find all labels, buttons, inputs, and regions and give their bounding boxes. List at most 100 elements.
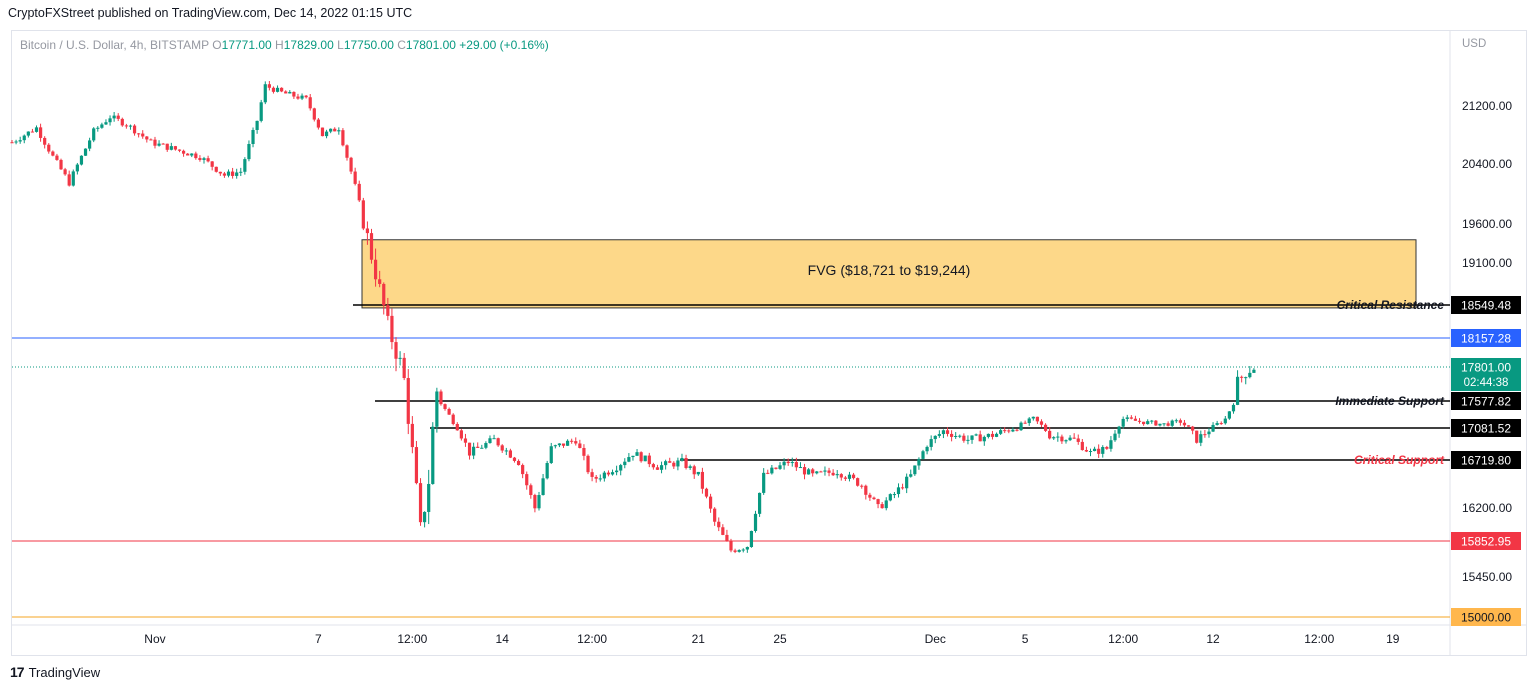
candle-body bbox=[802, 467, 807, 475]
candle-body bbox=[839, 474, 843, 478]
candle-body bbox=[137, 133, 141, 135]
candle-body bbox=[598, 478, 602, 480]
candle-body bbox=[639, 452, 643, 462]
candle-body bbox=[860, 485, 864, 487]
candle-body bbox=[1072, 437, 1076, 439]
candle-body bbox=[271, 87, 276, 92]
candle-body bbox=[905, 476, 909, 489]
candle-body bbox=[888, 494, 892, 501]
candle-body bbox=[651, 464, 655, 468]
candle-body bbox=[259, 102, 263, 121]
candle-body bbox=[386, 305, 390, 316]
candle-body bbox=[782, 461, 786, 466]
candle-body bbox=[492, 438, 496, 440]
candle-body bbox=[688, 466, 692, 468]
candle-body bbox=[202, 158, 206, 160]
candle-body bbox=[615, 470, 619, 473]
candle-body bbox=[435, 391, 439, 427]
candle-body bbox=[239, 171, 243, 173]
candle-body bbox=[71, 171, 75, 186]
candle-body bbox=[819, 471, 823, 473]
candle-body bbox=[851, 474, 856, 479]
candle-body bbox=[892, 494, 897, 496]
level-price-tag-level-17081 bbox=[1451, 419, 1521, 437]
candle-body bbox=[590, 472, 594, 477]
candle-body bbox=[619, 465, 623, 471]
candle-body bbox=[1101, 447, 1105, 454]
fvg-label: FVG ($18,721 to $19,244) bbox=[808, 262, 971, 278]
candle-body bbox=[410, 423, 414, 448]
x-tick-label: 7 bbox=[315, 632, 322, 646]
candle-body bbox=[1023, 422, 1027, 424]
level-price-tag-blue-line bbox=[1451, 329, 1521, 347]
x-tick-label: Nov bbox=[144, 632, 165, 646]
candle-body bbox=[194, 153, 198, 159]
current-price-text: 17801.00 bbox=[1461, 361, 1511, 375]
candle-body bbox=[1170, 420, 1174, 426]
symbol-label[interactable]: Bitcoin / U.S. Dollar, 4h, BITSTAMP bbox=[20, 38, 209, 52]
x-tick-label: 12 bbox=[1206, 632, 1220, 646]
candle-body bbox=[594, 476, 598, 479]
candle-body bbox=[1060, 436, 1064, 442]
candle-body bbox=[480, 447, 484, 449]
candle-body bbox=[1146, 421, 1150, 425]
candle-body bbox=[811, 469, 815, 474]
candle-body bbox=[83, 148, 88, 156]
candle-body bbox=[999, 430, 1003, 434]
y-tick-label: 15450.00 bbox=[1462, 570, 1512, 584]
candle-body bbox=[414, 447, 419, 484]
candle-body bbox=[770, 467, 774, 474]
candle-body bbox=[941, 430, 946, 435]
candle-body bbox=[570, 440, 574, 442]
open-value: 17771.00 bbox=[221, 38, 272, 52]
candle-body bbox=[1052, 437, 1056, 439]
candle-body bbox=[1215, 423, 1219, 425]
candle-body bbox=[1142, 421, 1146, 425]
candle-body bbox=[680, 458, 684, 461]
candle-body bbox=[856, 478, 860, 486]
candle-body bbox=[312, 108, 316, 120]
candle-body bbox=[1056, 436, 1060, 438]
low-value: 17750.00 bbox=[343, 38, 394, 52]
candle-body bbox=[394, 342, 398, 359]
candle-body bbox=[945, 430, 950, 434]
candle-body bbox=[96, 127, 100, 129]
candle-body bbox=[423, 511, 427, 523]
candle-body bbox=[835, 474, 839, 476]
candle-body bbox=[1195, 430, 1199, 443]
candle-body bbox=[655, 467, 660, 470]
publisher-line: CryptoFXStreet published on TradingView.… bbox=[8, 6, 413, 20]
candle-body bbox=[459, 430, 463, 439]
candle-body bbox=[606, 472, 611, 475]
candle-body bbox=[329, 128, 333, 132]
candle-body bbox=[1076, 438, 1080, 442]
level-annotation-critical-resistance: Critical Resistance bbox=[1337, 298, 1445, 312]
x-tick-label: 12:00 bbox=[577, 632, 607, 646]
candle-body bbox=[827, 470, 831, 473]
level-price-text-blue-line: 18157.28 bbox=[1461, 332, 1511, 346]
candle-body bbox=[798, 467, 803, 469]
candle-body bbox=[900, 487, 905, 489]
candle-body bbox=[43, 137, 47, 145]
candle-body bbox=[63, 169, 67, 175]
candle-body bbox=[1178, 420, 1182, 423]
candle-body bbox=[794, 462, 798, 468]
candle-body bbox=[320, 127, 325, 137]
high-value: 17829.00 bbox=[283, 38, 334, 52]
candle-body bbox=[267, 84, 271, 88]
candle-body bbox=[533, 495, 537, 509]
candle-body bbox=[1244, 377, 1248, 379]
candle-body bbox=[872, 497, 876, 500]
candle-body bbox=[704, 488, 709, 497]
candle-body bbox=[427, 483, 431, 512]
candle-body bbox=[169, 146, 173, 150]
candle-body bbox=[504, 450, 508, 452]
candle-body bbox=[994, 433, 999, 437]
candle-body bbox=[214, 166, 218, 172]
candle-body bbox=[937, 434, 941, 436]
candle-body bbox=[954, 435, 958, 437]
candle-body bbox=[38, 127, 43, 138]
candle-body bbox=[280, 87, 284, 92]
candle-body bbox=[284, 91, 288, 94]
